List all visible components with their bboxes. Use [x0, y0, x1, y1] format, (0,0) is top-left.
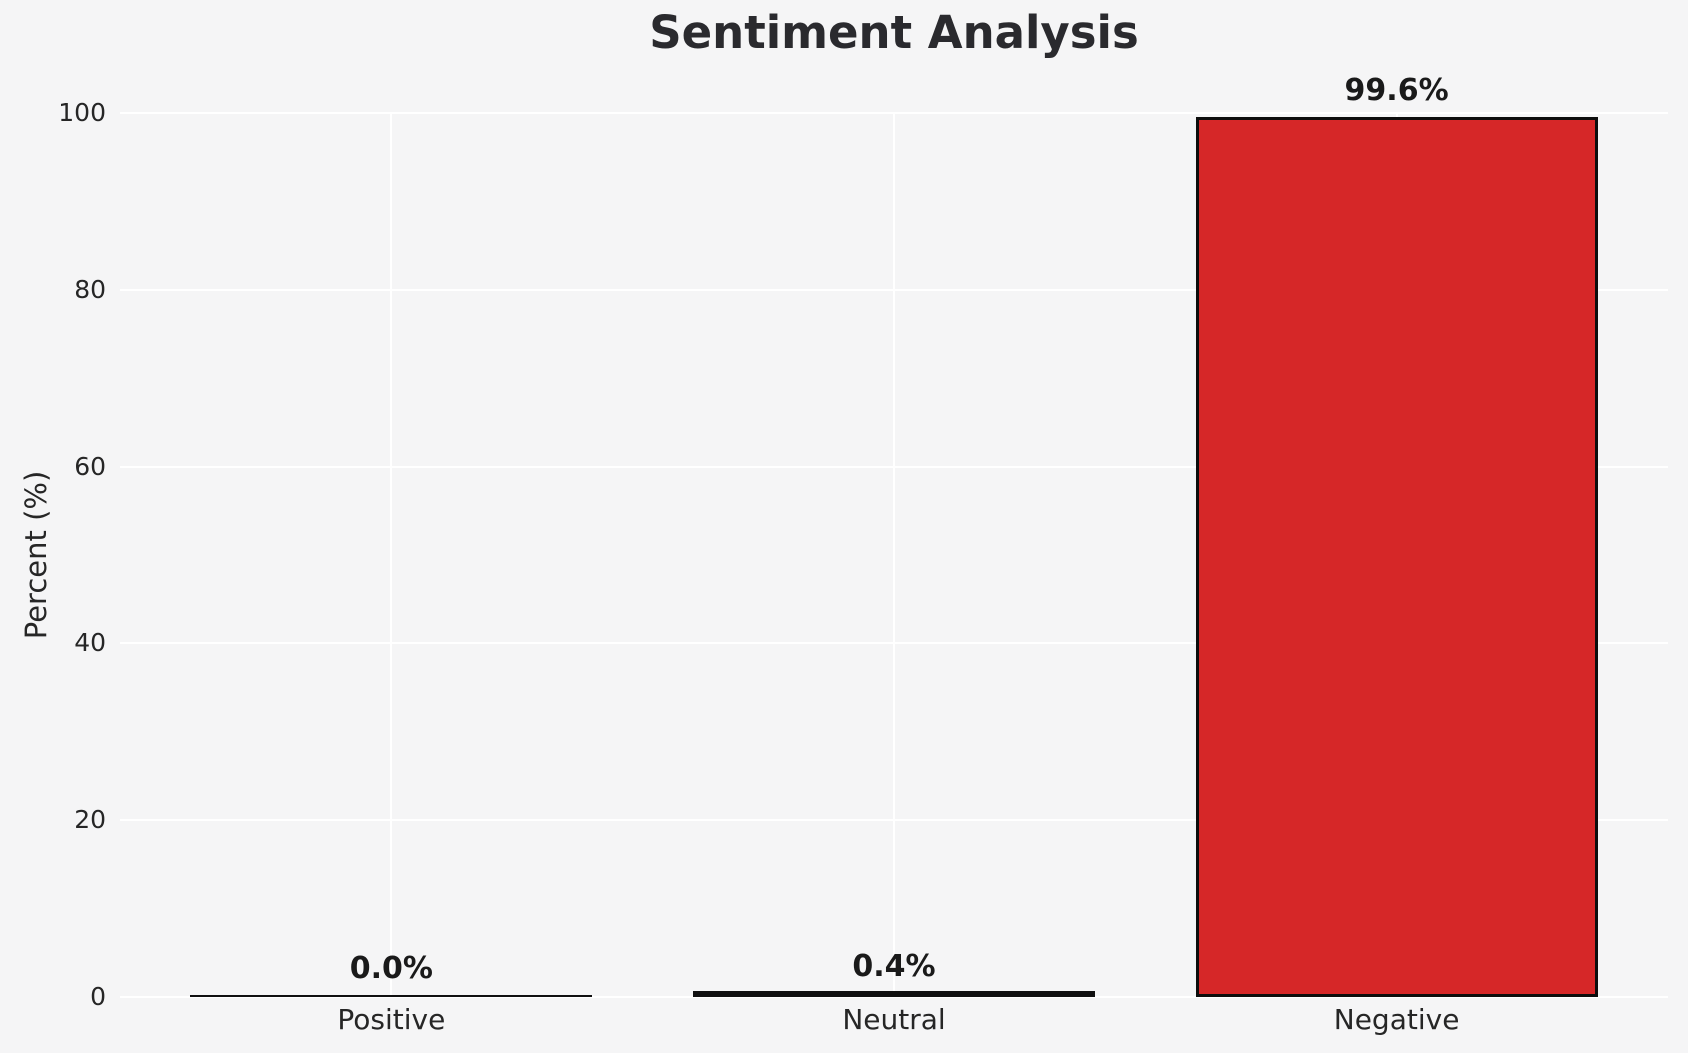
y-tick-100: 100: [58, 98, 106, 127]
y-tick-80: 80: [74, 274, 106, 304]
y-tick-60: 60: [74, 451, 106, 481]
x-tick-negative: Negative: [1333, 1003, 1460, 1036]
value-label-negative: 99.6%: [1344, 72, 1449, 108]
h-gridline-0: [120, 996, 1668, 998]
y-tick-20: 20: [74, 805, 106, 835]
v-gridline-neutral: [893, 113, 895, 997]
x-tick-positive: Positive: [337, 1003, 446, 1036]
y-tick-0: 0: [90, 982, 106, 1011]
v-gridline-positive: [390, 113, 393, 997]
chart-title: Sentiment Analysis: [649, 6, 1139, 59]
value-label-positive: 0.0%: [349, 950, 433, 986]
bar-positive: [190, 994, 593, 997]
x-tick-neutral: Neutral: [842, 1003, 946, 1036]
value-label-neutral: 0.4%: [852, 949, 936, 985]
bar-negative: [1195, 116, 1598, 997]
bar-neutral: [692, 991, 1096, 997]
y-axis-label: Percent (%): [19, 470, 53, 640]
y-tick-40: 40: [74, 628, 106, 658]
plot-area: 0.0% 0.4% 99.6%: [120, 73, 1668, 998]
